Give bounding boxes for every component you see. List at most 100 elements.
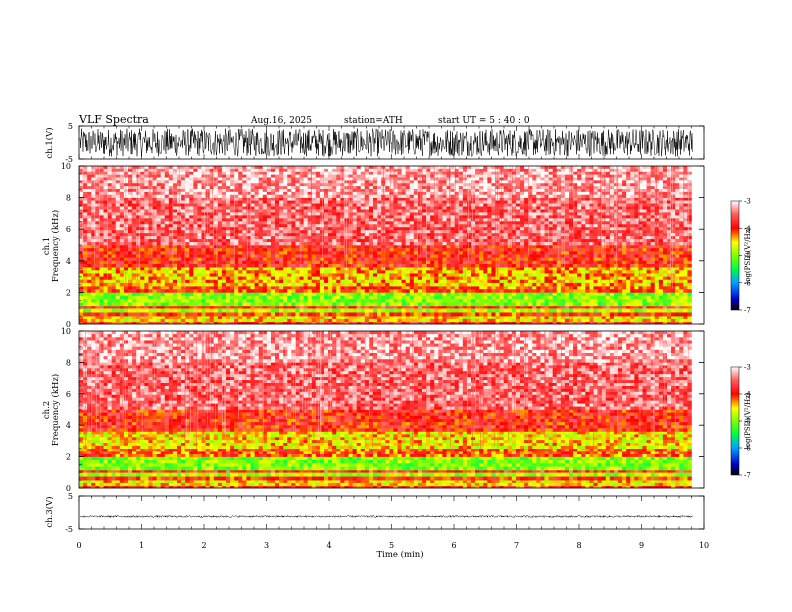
ch1-spectrogram-cell <box>536 308 541 313</box>
ch1-spectrogram-cell <box>132 292 137 297</box>
ch1-spectrogram-cell <box>589 200 594 204</box>
ch1-spectrogram-cell <box>577 215 582 219</box>
ch1-spectrogram-cell <box>479 302 484 307</box>
ch1-spectrogram-cell <box>164 286 170 290</box>
ch1-spectrogram-cell <box>185 200 190 204</box>
ch1-spectrogram-cell <box>168 282 174 287</box>
ch1-spectrogram-cell <box>230 200 235 204</box>
ch1-spectrogram-cell <box>556 279 562 284</box>
ch1-spectrogram-cell <box>646 321 651 325</box>
ch1-spectrogram-cell <box>189 318 194 322</box>
ch1-spectrogram-cell <box>675 257 680 262</box>
ch1-spectrogram-cell <box>564 270 570 274</box>
ch1-spectrogram-cell <box>458 312 464 317</box>
ch1-spectrogram-cell <box>422 251 427 255</box>
ch1-spectrogram-cell <box>234 203 239 207</box>
ch1-spectrogram-cell <box>475 209 480 213</box>
ch1-spectrogram-cell <box>605 295 611 300</box>
ch1-spectrogram-cell <box>679 273 684 277</box>
ch1-spectrogram-cell <box>177 312 182 317</box>
ch1-spectrogram-cell <box>144 302 149 307</box>
ch1-spectrogram-cell <box>536 286 541 290</box>
ch1-spectrogram-cell <box>532 209 537 213</box>
ch1-spectrogram-cell <box>585 209 590 213</box>
ch1-spectrogram-cell <box>675 308 680 313</box>
ch1-spectrogram-cell <box>132 200 137 204</box>
ch1-spectrogram-cell <box>164 254 170 258</box>
ch1-spectrogram-cell <box>275 295 280 300</box>
ch1-spectrogram-cell <box>319 286 325 290</box>
ch1-spectrogram-cell <box>287 279 292 284</box>
ch1-spectrogram-cell <box>507 273 513 277</box>
ch1-spectrogram-cell <box>209 295 215 300</box>
ch1-spectrogram-cell <box>499 273 504 277</box>
ch1-spectrogram-cell <box>458 273 464 277</box>
ch1-spectrogram-cell <box>291 273 296 277</box>
ch1-spectrogram-cell <box>499 200 504 204</box>
ch1-spectrogram-cell <box>164 292 170 297</box>
ch1-spectrogram-cell <box>279 218 284 222</box>
ch1-spectrogram-cell <box>107 218 112 222</box>
ch1-spectrogram-cell <box>332 212 337 216</box>
ch1-spectrogram-cell <box>213 267 219 271</box>
ch1-spectrogram-cell <box>683 276 688 281</box>
ch1-spectrogram-cell <box>295 282 300 287</box>
ch1-spectrogram-cell <box>356 321 362 325</box>
ch1-spectrogram-cell <box>569 270 574 274</box>
ch1-spectrogram-cell <box>654 318 660 322</box>
ch1-spectrogram-cell <box>683 312 688 317</box>
ch1-spectrogram-cell <box>209 263 215 268</box>
ch1-spectrogram-cell <box>462 305 468 309</box>
ch1-spectrogram-cell <box>397 305 402 309</box>
ch1-spectrogram-cell <box>683 289 688 293</box>
ch1-spectrogram-cell <box>503 292 509 297</box>
ch1-spectrogram-cell <box>573 308 578 313</box>
ch1-spectrogram-cell <box>324 299 329 303</box>
ch1-spectrogram-cell <box>234 248 239 252</box>
ch1-spectrogram-cell <box>226 203 231 207</box>
ch1-spectrogram-cell <box>242 276 247 281</box>
ch1-spectrogram-cell <box>156 276 161 281</box>
ch1-spectrogram-cell <box>385 289 390 293</box>
ch1-spectrogram-cell <box>221 305 227 309</box>
ch1-spectrogram-cell <box>279 279 284 284</box>
ch1-spectrogram-cell <box>552 292 558 297</box>
ch1-spectrogram-cell <box>258 302 264 307</box>
ch1-spectrogram-cell <box>242 318 247 322</box>
ch1-spectrogram-cell <box>328 292 333 297</box>
ch1-spectrogram-cell <box>438 215 443 219</box>
ch1-spectrogram-cell <box>687 318 692 322</box>
ch1-spectrogram-cell <box>401 245 406 249</box>
ch1-spectrogram-cell <box>630 321 635 325</box>
ch1-spectrogram-cell <box>544 305 549 309</box>
ch1-spectrogram-cell <box>128 215 133 219</box>
ch1-spectrogram-cell <box>487 316 492 320</box>
ch1-spectrogram-cell <box>450 289 455 293</box>
ch1-spectrogram-cell <box>291 263 296 268</box>
ch1-spectrogram-cell <box>409 321 415 325</box>
ch1-spectrogram-cell <box>426 270 431 274</box>
ch1-spectrogram-cell <box>172 206 178 210</box>
ch1-spectrogram-cell <box>450 282 455 287</box>
ch1-spectrogram-cell <box>140 257 145 262</box>
ch1-spectrogram-cell <box>311 289 317 293</box>
ch1-spectrogram-cell <box>434 263 439 268</box>
ch1-spectrogram-cell <box>687 289 692 293</box>
ch1-spectrogram-cell <box>577 203 582 207</box>
ch1-spectrogram-cell <box>230 282 235 287</box>
ch1-spectrogram-cell <box>454 245 460 249</box>
ch1-spectrogram-cell <box>458 295 464 300</box>
ch1-spectrogram-cell <box>667 305 672 309</box>
ch1-spectrogram-cell <box>164 289 170 293</box>
ch1-spectrogram-cell <box>630 267 635 271</box>
ch1-spectrogram-cell <box>315 270 321 274</box>
ch1-spectrogram-cell <box>409 203 415 207</box>
ch1-spectrogram-cell <box>205 308 210 313</box>
ch1-spectrogram-cell <box>658 248 664 252</box>
ch1-spectrogram-cell <box>193 318 198 322</box>
ch1-spectrogram-cell <box>270 215 276 219</box>
ch1-spectrogram-cell <box>185 203 190 207</box>
ch1-spectrogram-cell <box>144 212 149 216</box>
ch1-spectrogram-cell <box>99 212 104 216</box>
ch1-spectrogram-cell <box>324 206 329 210</box>
